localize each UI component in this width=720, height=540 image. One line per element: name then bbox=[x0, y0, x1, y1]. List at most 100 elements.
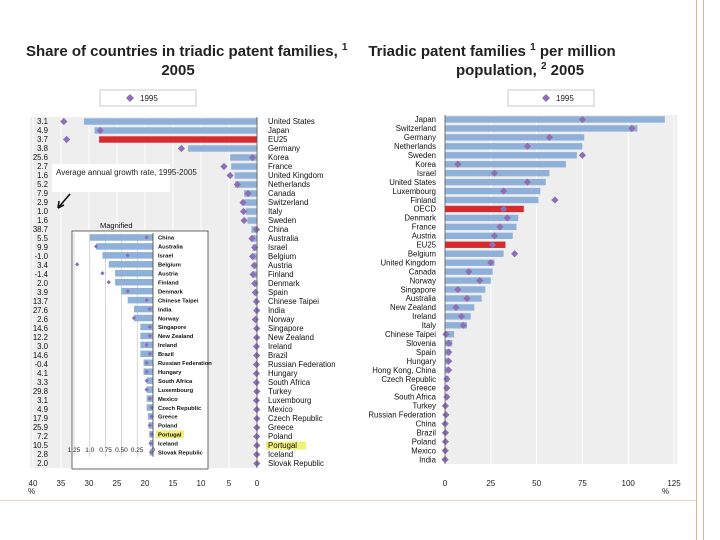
inset-bar bbox=[146, 386, 153, 393]
right-category-label: Chinese Taipei bbox=[385, 330, 436, 339]
right-bar bbox=[445, 178, 546, 186]
left-growth-rate: 29.8 bbox=[33, 387, 48, 396]
left-growth-rate: 10.5 bbox=[33, 441, 49, 450]
right-1995-marker bbox=[445, 339, 453, 347]
right-1995-marker bbox=[445, 357, 453, 365]
inset-category-label: Belgium bbox=[158, 263, 181, 269]
inset-category-label: New Zealand bbox=[158, 334, 194, 340]
right-x-tick-label: 100 bbox=[622, 479, 636, 488]
left-growth-rate: 1.6 bbox=[37, 171, 48, 180]
left-1995-marker bbox=[239, 198, 247, 207]
left-category-label: Germany bbox=[268, 144, 300, 153]
right-category-label: OECD bbox=[413, 205, 436, 214]
right-category-label: Netherlands bbox=[394, 142, 436, 151]
inset-1995-marker bbox=[147, 396, 153, 401]
left-growth-rate: 5.2 bbox=[37, 180, 48, 189]
inset-1995-marker bbox=[147, 351, 153, 357]
left-category-label: Korea bbox=[268, 153, 289, 162]
right-category-label: Russian Federation bbox=[368, 411, 436, 420]
right-bar bbox=[445, 143, 583, 150]
left-category-label: Iceland bbox=[268, 450, 293, 459]
slide-right-border bbox=[696, 0, 720, 540]
inset-category-label: Czech Republic bbox=[158, 406, 202, 412]
left-1995-marker bbox=[60, 117, 68, 126]
right-bar bbox=[445, 322, 467, 329]
legend-1995-marker-icon bbox=[542, 94, 550, 102]
right-bar bbox=[445, 223, 517, 231]
right-legend-1995: 1995 bbox=[556, 94, 574, 103]
inset-1995-marker bbox=[93, 244, 99, 249]
inset-category-label: Chinese Taipei bbox=[158, 298, 199, 304]
right-category-label: Italy bbox=[422, 321, 436, 330]
left-1995-marker bbox=[252, 396, 261, 405]
inset-bar bbox=[96, 243, 153, 250]
inset-category-label: Denmark bbox=[158, 289, 184, 295]
inset-1995-marker bbox=[144, 387, 149, 392]
left-category-label: China bbox=[268, 225, 289, 234]
right-legend: 1995 bbox=[507, 89, 595, 107]
left-bar bbox=[247, 217, 257, 224]
left-growth-rate: -1.4 bbox=[35, 270, 49, 279]
inset-1995-marker bbox=[125, 253, 130, 258]
inset-1995-marker bbox=[144, 378, 149, 383]
inset-category-label: Luxembourg bbox=[158, 388, 194, 394]
inset-1995-marker bbox=[100, 271, 105, 276]
inset-x-tick-label: 0.25 bbox=[131, 447, 144, 454]
right-1995-marker bbox=[545, 133, 554, 141]
left-growth-rate: 7.9 bbox=[37, 189, 48, 198]
inset-1995-marker bbox=[144, 369, 149, 374]
inset-x-tick-label: 0.75 bbox=[99, 447, 112, 454]
right-category-label: Germany bbox=[404, 133, 436, 142]
left-growth-rate: 3.3 bbox=[37, 378, 48, 387]
right-bar bbox=[445, 313, 471, 320]
inset-category-label: Mexico bbox=[158, 397, 178, 403]
right-x-unit: % bbox=[662, 487, 669, 496]
left-category-label: Denmark bbox=[268, 279, 300, 288]
left-growth-rate: 4.9 bbox=[37, 405, 48, 414]
left-growth-rate: 27.6 bbox=[33, 306, 48, 315]
left-bar bbox=[231, 163, 257, 170]
right-bar bbox=[445, 295, 482, 302]
left-growth-rate: 1.0 bbox=[37, 207, 49, 216]
right-category-label: Finland bbox=[410, 196, 436, 205]
left-category-label: Sweden bbox=[268, 216, 296, 225]
right-category-label: Poland bbox=[412, 437, 436, 446]
left-1995-marker bbox=[248, 252, 257, 261]
left-category-label: Poland bbox=[268, 432, 292, 441]
right-category-label: France bbox=[412, 223, 436, 232]
right-category-label: Czech Republic bbox=[381, 375, 436, 384]
left-1995-marker bbox=[250, 261, 258, 270]
inset-1995-marker bbox=[144, 360, 149, 365]
right-x-tick-label: 25 bbox=[486, 479, 495, 488]
inset-category-label: Hungary bbox=[158, 370, 182, 376]
left-category-label: United States bbox=[268, 117, 315, 126]
inset-category-label: Norway bbox=[158, 316, 180, 322]
left-category-label: Netherlands bbox=[268, 180, 310, 189]
inset-bar bbox=[134, 314, 153, 322]
right-category-label: Belgium bbox=[408, 249, 436, 258]
inset-title: Magnified bbox=[100, 221, 133, 230]
right-bar bbox=[445, 286, 486, 293]
left-category-label: Spain bbox=[268, 288, 288, 297]
left-bar bbox=[94, 127, 257, 134]
left-growth-rate: 3.8 bbox=[37, 144, 48, 153]
growth-annotation: Average annual growth rate, 1995-2005 bbox=[52, 164, 197, 209]
right-category-label: Canada bbox=[409, 267, 437, 276]
left-category-label: France bbox=[268, 162, 292, 171]
inset-1995-marker bbox=[147, 333, 153, 339]
left-growth-rate: 13.7 bbox=[33, 297, 48, 306]
right-x-tick-label: 0 bbox=[443, 479, 448, 488]
left-bar bbox=[230, 154, 257, 161]
right-category-label: United Kingdom bbox=[381, 258, 436, 267]
right-1995-marker bbox=[445, 348, 453, 356]
left-growth-rate: 25.6 bbox=[33, 153, 48, 162]
left-chart-title-text: Share of countries in triadic patent fam… bbox=[26, 43, 338, 60]
left-1995-marker bbox=[239, 207, 248, 216]
right-1995-marker bbox=[487, 259, 495, 267]
right-category-label: Austria bbox=[412, 232, 437, 241]
inset-x-tick-label: 0.50 bbox=[115, 447, 128, 454]
left-chart-title-line2: 2005 bbox=[161, 62, 194, 79]
left-growth-rate: 3.1 bbox=[37, 396, 48, 405]
right-category-label: Slovenia bbox=[406, 339, 437, 348]
inset-category-label: China bbox=[158, 236, 175, 242]
